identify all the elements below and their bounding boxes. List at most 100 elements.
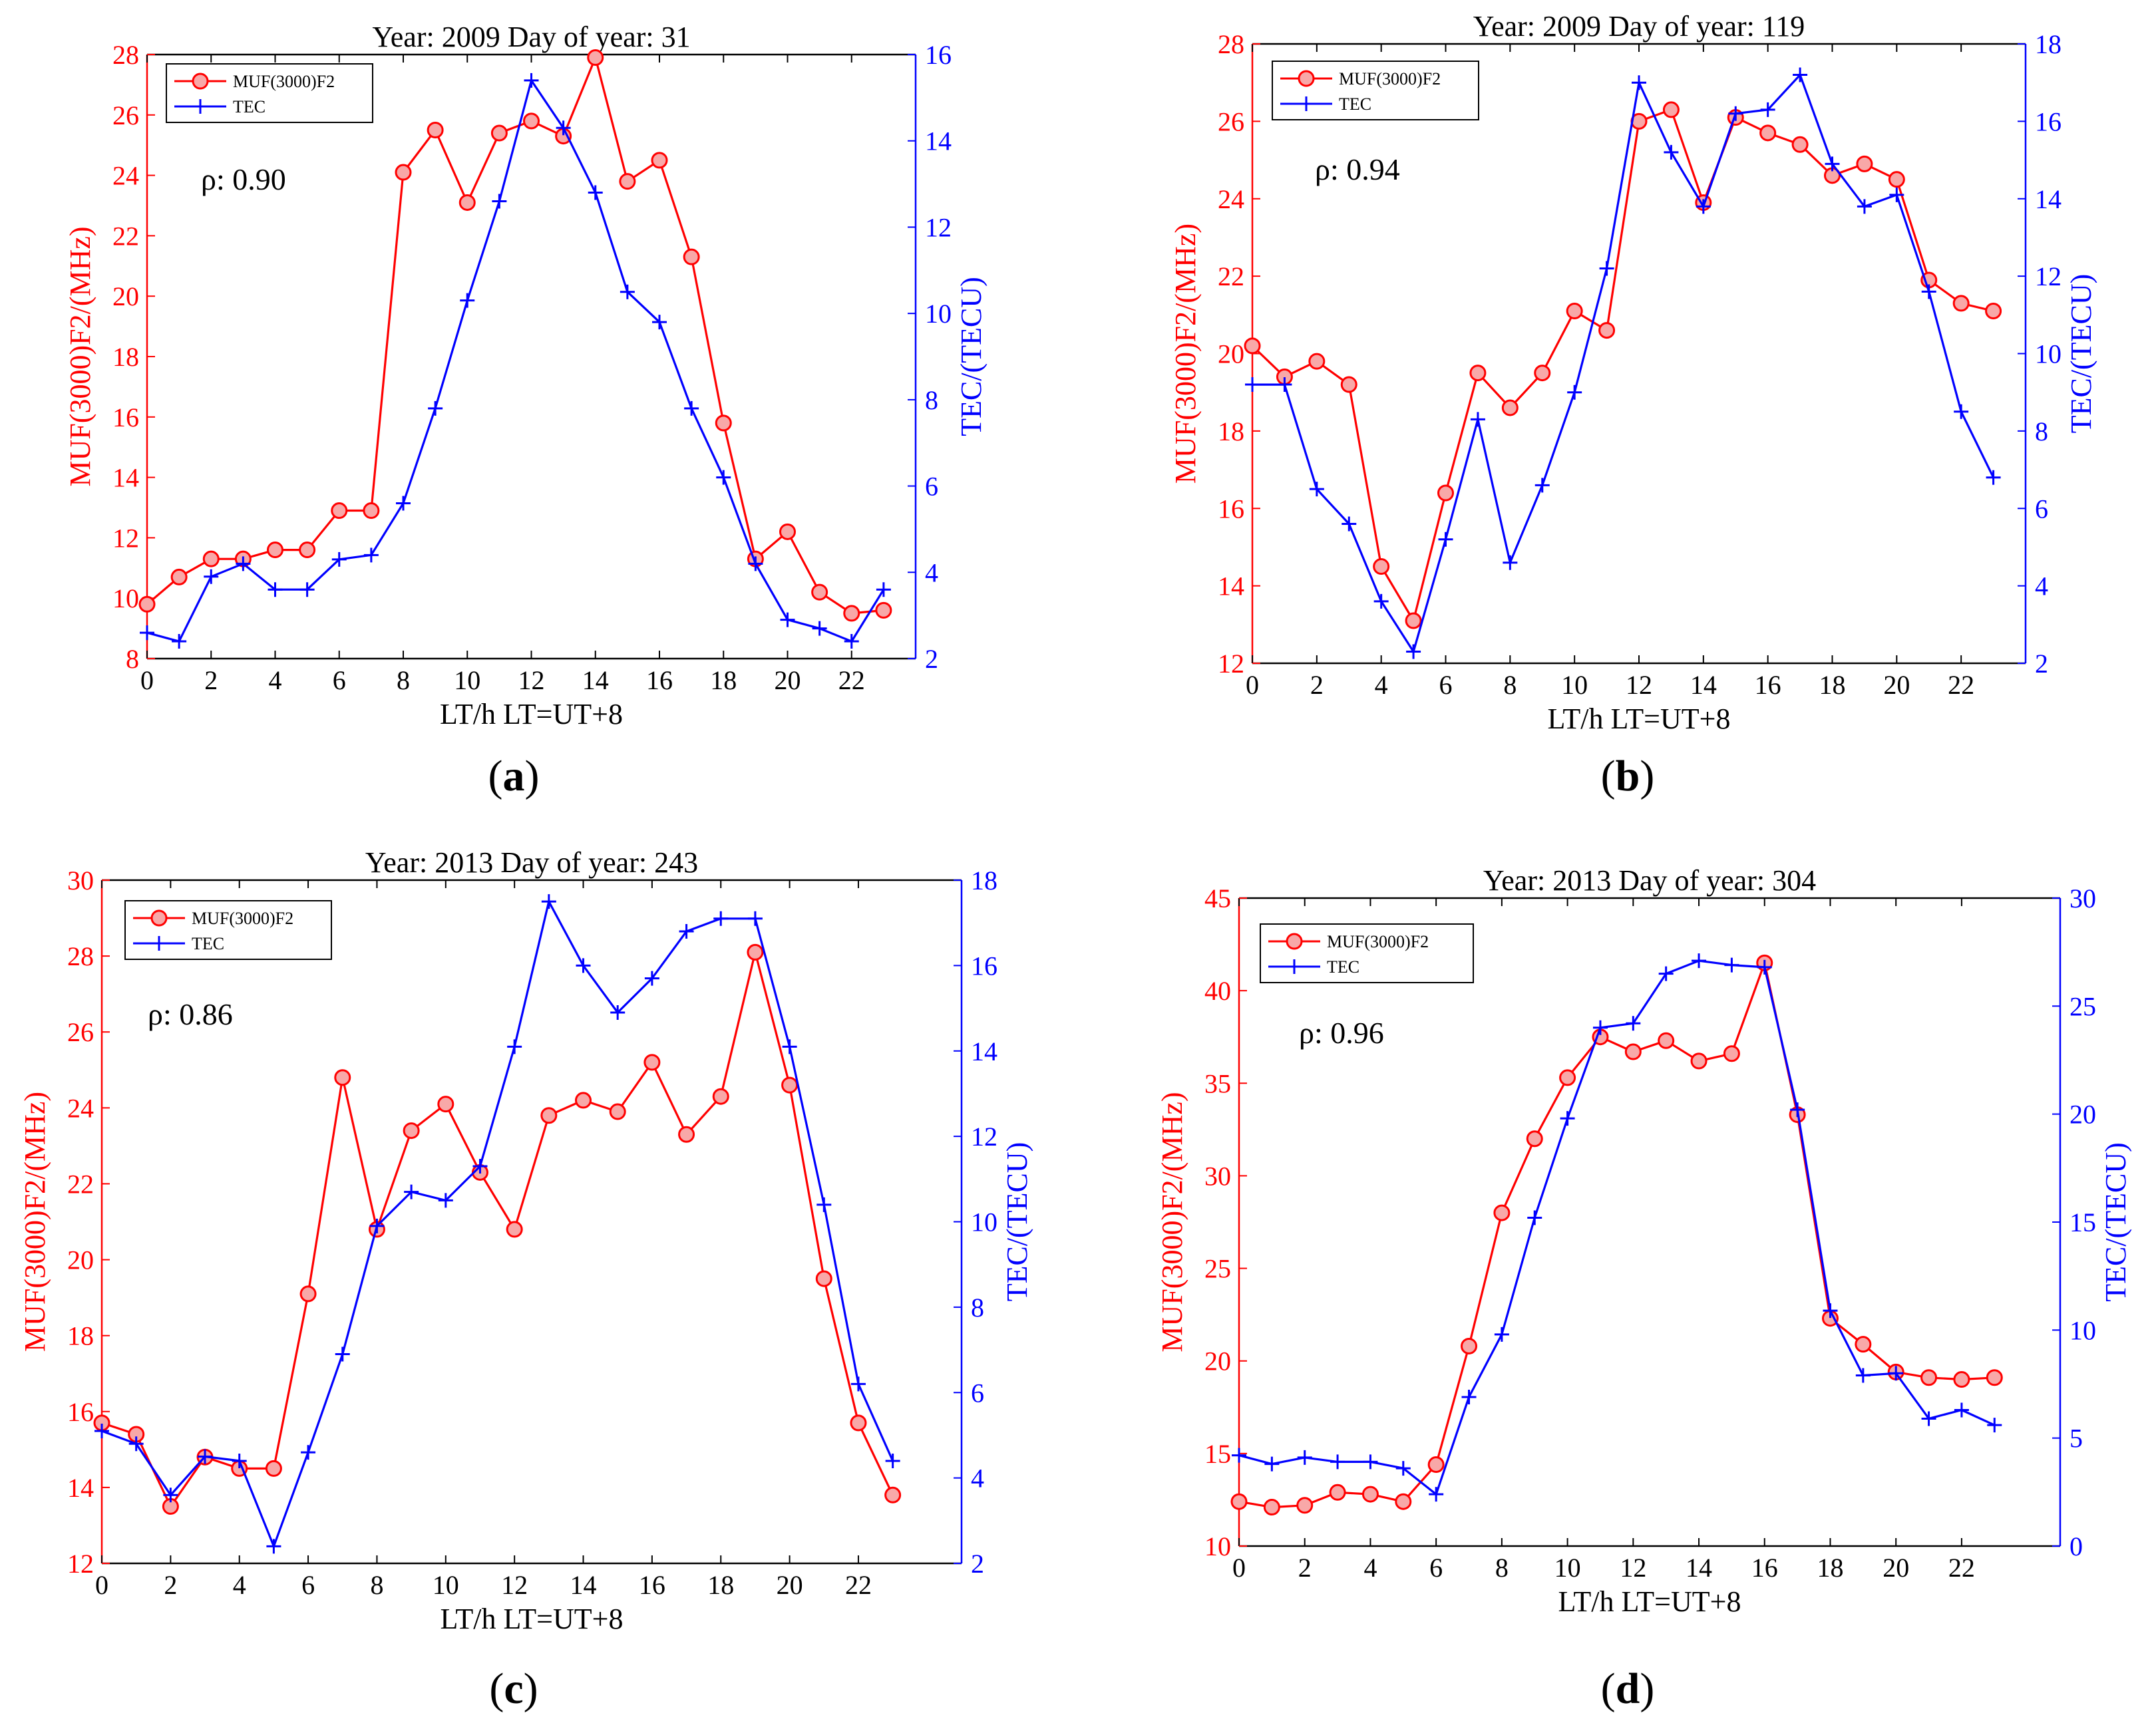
tec-point — [1330, 1454, 1346, 1470]
tec-point — [1342, 516, 1357, 532]
tec-point — [1592, 1020, 1608, 1035]
y-right-tick-label: 8 — [2035, 416, 2048, 446]
y-left-tick-label: 12 — [67, 1549, 94, 1579]
y-right-tick-label: 6 — [971, 1378, 984, 1408]
y-left-tick-label: 14 — [112, 463, 139, 493]
muf-point — [267, 542, 283, 559]
x-tick-label: 20 — [777, 1570, 803, 1600]
muf-point — [1598, 322, 1616, 339]
x-tick-label: 16 — [646, 665, 673, 695]
tec-point — [1626, 1016, 1641, 1031]
x-tick-label: 2 — [1310, 670, 1324, 700]
tec-point — [163, 1488, 178, 1503]
tec-point — [1921, 1411, 1936, 1426]
x-axis-label: LT/h LT=UT+8 — [440, 698, 623, 730]
tec-point — [684, 400, 699, 416]
muf-point — [1526, 1130, 1543, 1148]
muf-point — [1461, 1337, 1478, 1354]
tec-point — [780, 612, 795, 627]
chart-title: Year: 2009 Day of year: 119 — [1473, 10, 1805, 43]
y-left-tick-label: 24 — [1218, 184, 1244, 214]
x-tick-label: 8 — [397, 665, 410, 695]
tec-point — [1632, 75, 1646, 90]
muf-point — [1624, 1043, 1642, 1060]
tec-point — [369, 1218, 385, 1233]
tec-point — [1395, 1461, 1411, 1476]
tec-point — [610, 1005, 626, 1020]
tec-point — [299, 582, 315, 597]
x-tick-label: 14 — [1690, 670, 1717, 700]
muf-point — [1723, 1045, 1740, 1062]
legend-tec-label: TEC — [1339, 94, 1371, 114]
legend-muf-marker — [1298, 70, 1315, 87]
x-tick-label: 6 — [1439, 670, 1453, 700]
muf-point — [427, 122, 444, 138]
tec-point — [713, 911, 729, 926]
x-tick-label: 18 — [707, 1570, 734, 1600]
tec-point — [1429, 1487, 1444, 1502]
muf-point — [643, 1054, 661, 1071]
tec-point — [782, 1039, 797, 1054]
muf-series-line — [1251, 108, 1994, 622]
tec-point — [576, 958, 591, 973]
legend-tec-marker — [152, 936, 166, 951]
rho-annotation: ρ: 0.90 — [201, 162, 286, 196]
tec-point — [1757, 959, 1772, 975]
muf-point — [331, 502, 348, 520]
tec-point — [816, 1197, 832, 1212]
x-tick-label: 2 — [204, 665, 218, 695]
muf-point — [1405, 612, 1422, 629]
tec-point — [812, 621, 827, 636]
muf-point — [299, 542, 316, 559]
muf-point — [1534, 365, 1551, 382]
tec-point — [1889, 187, 1904, 202]
y-right-tick-label: 25 — [2069, 991, 2096, 1021]
y-left-tick-label: 14 — [67, 1473, 94, 1503]
muf-point — [1469, 365, 1487, 382]
muf-point — [170, 568, 188, 585]
muf-point — [1361, 1486, 1379, 1503]
legend: MUF(3000)F2 TEC — [166, 63, 373, 123]
tec-point — [1855, 1368, 1871, 1383]
x-tick-label: 16 — [639, 1570, 665, 1600]
y-left-tick-label: 10 — [112, 583, 139, 613]
tec-point — [1857, 199, 1872, 214]
muf-point — [1662, 101, 1680, 118]
x-tick-label: 20 — [775, 665, 801, 695]
muf-point — [884, 1486, 902, 1503]
tec-point — [1461, 1389, 1477, 1404]
y-left-tick-label: 22 — [112, 221, 139, 251]
muf-point — [540, 1107, 558, 1124]
muf-point — [850, 1414, 867, 1432]
x-axis-label: LT/h LT=UT+8 — [1548, 703, 1731, 735]
y-left-tick-label: 12 — [1218, 649, 1244, 679]
y-left-tick-label: 16 — [1218, 494, 1244, 524]
y-right-tick-label: 6 — [925, 472, 938, 502]
y-right-tick-label: 20 — [2069, 1100, 2096, 1130]
x-tick-label: 6 — [333, 665, 346, 695]
chart-panel-d: 0 2 4 6 8 10 12 14 16 18 20 22 10 15 20 25 30 35 40 45 0 5 10 1… — [1156, 864, 2132, 1713]
legend-muf-label: MUF(3000)F2 — [233, 72, 335, 91]
tec-point — [236, 556, 251, 571]
legend-muf-marker — [1286, 933, 1303, 950]
y-left-tick-label: 30 — [67, 866, 94, 895]
x-tick-label: 12 — [1626, 670, 1652, 700]
x-tick-label: 18 — [1819, 670, 1846, 700]
y-left-tick-label: 18 — [1218, 416, 1244, 446]
muf-point — [1263, 1499, 1280, 1516]
y-left-axis-label: MUF(3000)F2/(MHz) — [19, 1092, 51, 1352]
tec-point — [1599, 261, 1614, 276]
x-tick-label: 22 — [838, 665, 865, 695]
y-left-axis-label: MUF(3000)F2/(MHz) — [64, 226, 96, 486]
tec-point — [232, 1453, 247, 1468]
muf-point — [1690, 1052, 1707, 1070]
y-right-tick-label: 16 — [971, 951, 997, 981]
tec-point — [428, 400, 443, 416]
tec-point — [1527, 1210, 1542, 1225]
muf-point — [299, 1285, 317, 1303]
muf-point — [458, 194, 476, 211]
y-right-tick-label: 14 — [2035, 184, 2062, 214]
x-tick-label: 14 — [570, 1570, 597, 1600]
legend-tec-marker — [1287, 959, 1302, 974]
tec-point — [1692, 953, 1707, 969]
